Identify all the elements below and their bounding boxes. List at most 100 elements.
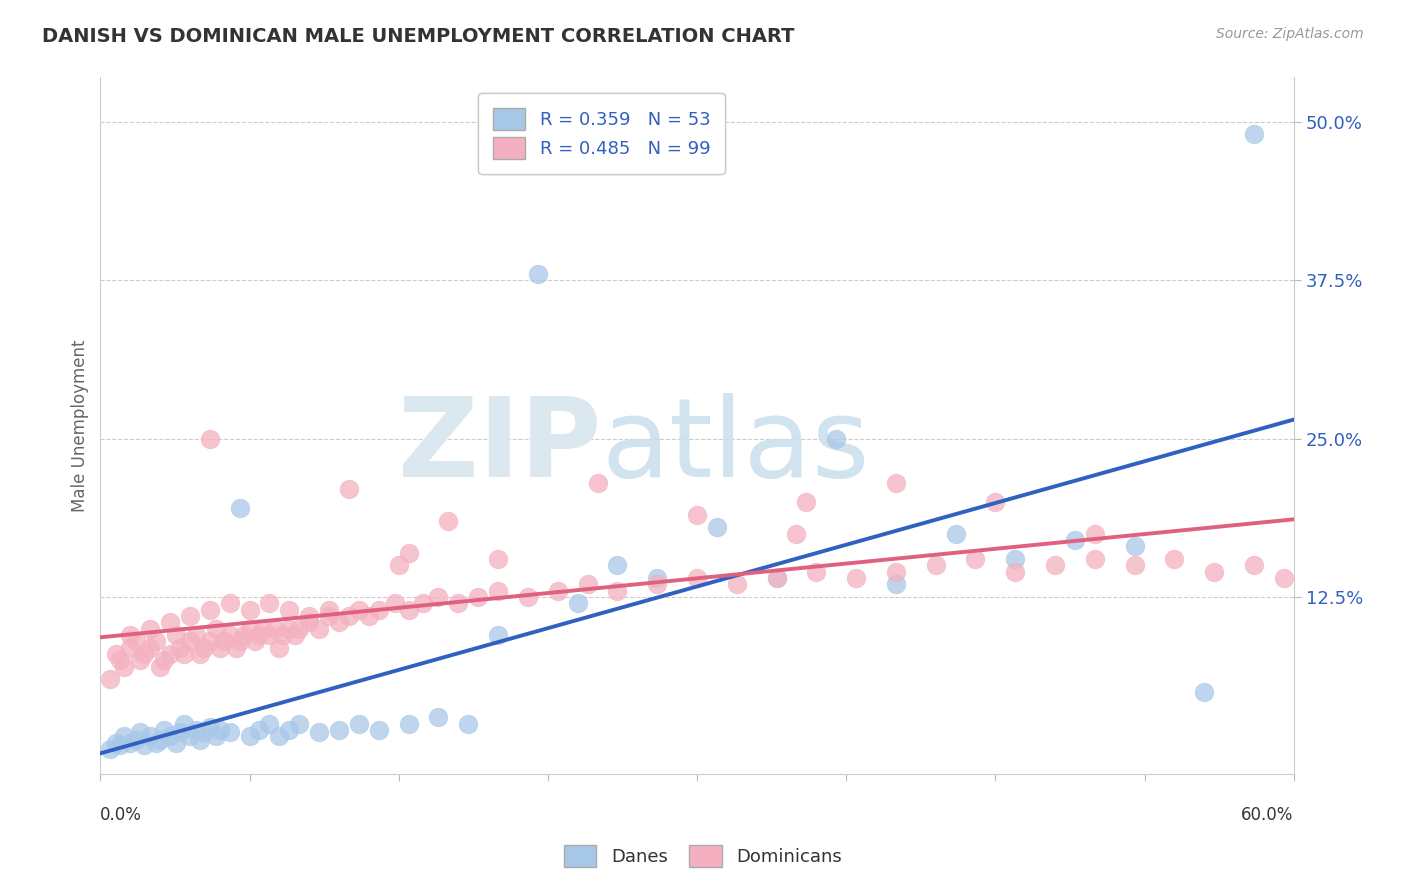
Point xyxy=(1004,552,1026,566)
Point xyxy=(1123,558,1146,573)
Point xyxy=(259,628,281,642)
Legend: R = 0.359   N = 53, R = 0.485   N = 99: R = 0.359 N = 53, R = 0.485 N = 99 xyxy=(478,94,725,174)
Point xyxy=(198,634,221,648)
Point xyxy=(288,716,311,731)
Point xyxy=(212,634,235,648)
Point xyxy=(139,640,162,655)
Point xyxy=(132,738,155,752)
Point xyxy=(1204,565,1226,579)
Point xyxy=(228,634,250,648)
Point xyxy=(467,590,489,604)
Point xyxy=(198,432,221,446)
Point xyxy=(384,596,406,610)
Point xyxy=(884,565,907,579)
Point xyxy=(1123,539,1146,553)
Point xyxy=(1004,565,1026,579)
Text: Source: ZipAtlas.com: Source: ZipAtlas.com xyxy=(1216,27,1364,41)
Point xyxy=(225,640,247,655)
Point xyxy=(925,558,948,573)
Point xyxy=(193,725,215,739)
Point xyxy=(576,577,599,591)
Point xyxy=(198,602,221,616)
Point xyxy=(169,640,191,655)
Point xyxy=(884,577,907,591)
Point xyxy=(1064,533,1087,547)
Point xyxy=(318,608,340,623)
Point xyxy=(884,475,907,490)
Point xyxy=(427,710,450,724)
Point xyxy=(179,729,201,743)
Point xyxy=(945,526,967,541)
Point xyxy=(198,720,221,734)
Point xyxy=(606,558,628,573)
Point xyxy=(806,565,828,579)
Point xyxy=(105,647,128,661)
Point xyxy=(218,596,240,610)
Point xyxy=(765,571,787,585)
Point xyxy=(238,602,260,616)
Point xyxy=(179,634,201,648)
Point xyxy=(347,716,370,731)
Point xyxy=(586,475,609,490)
Point xyxy=(245,634,267,648)
Point xyxy=(249,628,271,642)
Point xyxy=(645,577,668,591)
Point xyxy=(188,733,211,747)
Point xyxy=(184,628,207,642)
Point xyxy=(278,622,301,636)
Point xyxy=(145,735,167,749)
Point xyxy=(645,571,668,585)
Point xyxy=(447,596,470,610)
Point xyxy=(288,622,311,636)
Text: 0.0%: 0.0% xyxy=(100,806,142,824)
Point xyxy=(204,622,226,636)
Point xyxy=(173,716,195,731)
Point xyxy=(486,583,509,598)
Point xyxy=(984,495,1007,509)
Point xyxy=(238,729,260,743)
Text: ZIP: ZIP xyxy=(398,393,602,500)
Point xyxy=(153,723,176,737)
Point xyxy=(208,723,231,737)
Point xyxy=(825,432,848,446)
Point xyxy=(273,628,295,642)
Point xyxy=(1084,552,1107,566)
Point xyxy=(159,729,181,743)
Point xyxy=(184,723,207,737)
Point xyxy=(249,723,271,737)
Point xyxy=(686,508,709,522)
Point xyxy=(159,647,181,661)
Point xyxy=(1243,558,1265,573)
Text: 60.0%: 60.0% xyxy=(1241,806,1294,824)
Point xyxy=(193,640,215,655)
Point xyxy=(367,602,389,616)
Point xyxy=(337,608,360,623)
Point xyxy=(149,733,172,747)
Point xyxy=(796,495,818,509)
Point xyxy=(347,602,370,616)
Point xyxy=(179,608,201,623)
Point xyxy=(269,729,291,743)
Point xyxy=(398,716,420,731)
Point xyxy=(785,526,807,541)
Point xyxy=(129,653,152,667)
Point xyxy=(173,647,195,661)
Point xyxy=(686,571,709,585)
Point xyxy=(259,596,281,610)
Point xyxy=(159,615,181,630)
Point xyxy=(105,735,128,749)
Point xyxy=(218,628,240,642)
Point xyxy=(427,590,450,604)
Point xyxy=(278,723,301,737)
Point xyxy=(725,577,748,591)
Point xyxy=(398,602,420,616)
Point xyxy=(706,520,728,534)
Point xyxy=(228,501,250,516)
Point xyxy=(98,672,121,686)
Point xyxy=(120,735,142,749)
Point xyxy=(278,602,301,616)
Point xyxy=(110,738,132,752)
Point xyxy=(112,659,135,673)
Point xyxy=(517,590,540,604)
Point xyxy=(486,628,509,642)
